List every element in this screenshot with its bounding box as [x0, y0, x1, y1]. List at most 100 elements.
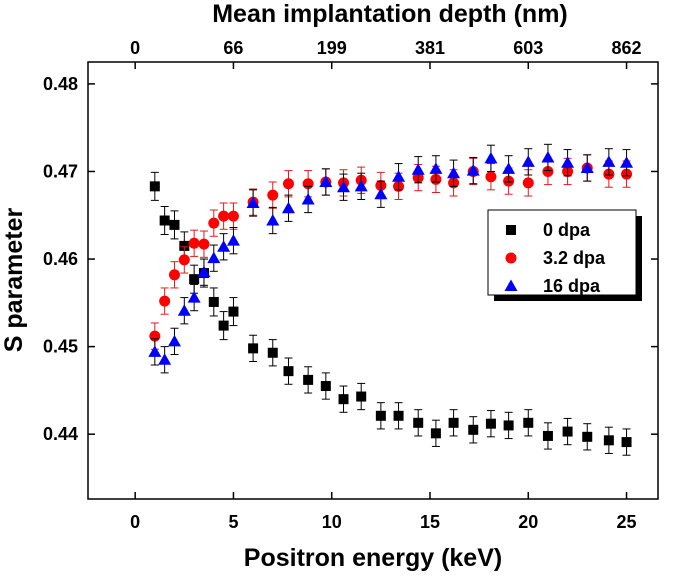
data-point [177, 304, 191, 316]
data-point [149, 181, 160, 192]
data-point [354, 179, 368, 192]
legend-box [487, 209, 637, 296]
x-tick-label: 15 [420, 512, 440, 532]
legend: 0 dpa 3.2 dpa 16 dpa [487, 209, 642, 301]
data-point [167, 334, 181, 347]
legend-label: 3.2 dpa [543, 248, 606, 268]
data-point [392, 170, 406, 182]
data-point [542, 165, 554, 177]
top-tick-label: 199 [317, 38, 347, 58]
series-layer [148, 143, 634, 456]
data-point [246, 196, 260, 208]
data-point [413, 417, 424, 428]
x-tick-label: 20 [518, 512, 538, 532]
data-point [281, 201, 295, 214]
data-point [207, 251, 221, 264]
data-point [356, 391, 367, 402]
data-point [429, 162, 443, 174]
data-point [179, 240, 190, 251]
top-tick-label: 603 [513, 38, 543, 58]
data-point [448, 417, 459, 428]
data-point [393, 410, 404, 421]
x-tick-label: 0 [130, 512, 140, 532]
data-point [562, 426, 573, 437]
data-point [283, 366, 294, 377]
data-point [188, 237, 200, 249]
data-point [218, 210, 230, 222]
data-point [267, 189, 279, 201]
top-axis-title: Mean implantation depth (nm) [212, 0, 568, 28]
data-point [266, 214, 280, 226]
data-point [338, 394, 349, 405]
data-point [521, 155, 535, 167]
data-point [621, 437, 632, 448]
data-point [561, 156, 575, 168]
top-tick-label: 862 [612, 38, 642, 58]
data-point [197, 265, 211, 278]
legend-marker [506, 225, 516, 235]
data-point [187, 291, 201, 303]
y-tick-label: 0.46 [43, 249, 78, 269]
data-point [189, 274, 200, 285]
plot-frame [87, 61, 659, 500]
data-point [468, 424, 479, 435]
plot-area [87, 61, 659, 500]
data-point [282, 178, 294, 190]
data-point [198, 238, 210, 250]
data-point [267, 347, 278, 358]
data-point [158, 353, 172, 365]
data-point [169, 219, 180, 230]
legend-marker [504, 279, 518, 291]
data-point [522, 177, 534, 189]
data-point [502, 162, 516, 174]
data-point [337, 180, 351, 193]
x-tick-label: 10 [322, 512, 342, 532]
data-point [523, 417, 534, 428]
data-point [541, 150, 555, 163]
data-point [582, 431, 593, 442]
data-point [301, 192, 315, 205]
top-tick-label: 381 [415, 38, 445, 58]
data-point [319, 175, 333, 187]
data-point [466, 164, 480, 176]
data-point [503, 420, 514, 431]
legend-label: 0 dpa [543, 220, 591, 240]
data-point [603, 435, 614, 446]
data-point [178, 254, 190, 266]
data-point [168, 269, 180, 281]
data-point [484, 151, 498, 164]
data-point [375, 410, 386, 421]
top-tick-label: 0 [130, 38, 140, 58]
data-point [227, 210, 239, 222]
y-tick-label: 0.45 [43, 337, 78, 357]
data-point [228, 306, 239, 317]
data-point [159, 295, 171, 307]
y-tick-label: 0.48 [43, 74, 78, 94]
top-axis: 0 66 199 381 603 862 [130, 38, 642, 69]
data-point [208, 296, 219, 307]
data-point [248, 343, 259, 354]
series-0-dpa [149, 171, 632, 456]
left-axis: 0.44 0.45 0.46 0.47 0.48 [43, 74, 658, 444]
series-16-dpa [148, 143, 634, 374]
top-tick-label: 66 [223, 38, 243, 58]
bottom-axis: 0 5 10 15 20 25 [130, 492, 637, 532]
data-point [485, 418, 496, 429]
data-point [303, 374, 314, 385]
data-point [218, 320, 229, 331]
data-point [580, 161, 594, 173]
y-tick-label: 0.47 [43, 161, 78, 181]
data-point [602, 155, 616, 167]
data-point [430, 428, 441, 439]
data-point [542, 430, 553, 441]
data-point [159, 215, 170, 226]
data-point [374, 187, 388, 200]
y-axis-title: S parameter [0, 207, 28, 352]
x-tick-label: 25 [617, 512, 637, 532]
data-point [411, 163, 425, 175]
x-tick-label: 5 [228, 512, 238, 532]
data-point [485, 171, 497, 183]
data-point [320, 381, 331, 392]
